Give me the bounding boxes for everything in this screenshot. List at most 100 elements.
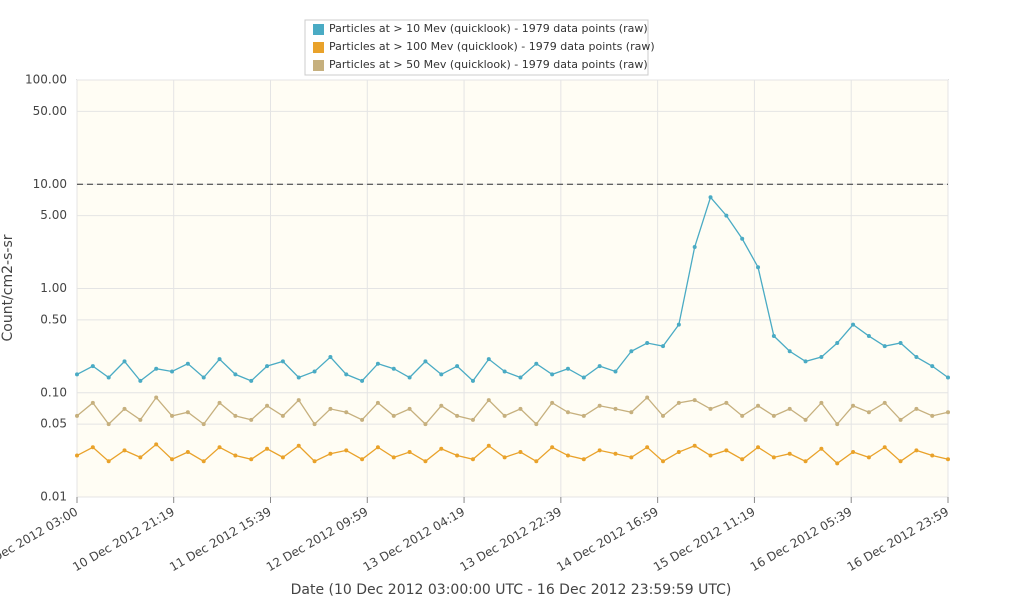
data-point: [502, 413, 507, 418]
data-point: [898, 341, 903, 346]
data-point: [455, 413, 460, 418]
x-axis-title: Date (10 Dec 2012 03:00:00 UTC - 16 Dec …: [291, 582, 732, 598]
data-point: [518, 450, 523, 455]
data-point: [946, 410, 950, 415]
data-point: [534, 422, 539, 427]
data-point: [565, 410, 570, 415]
data-point: [835, 422, 840, 427]
data-point: [724, 448, 729, 453]
data-point: [486, 398, 491, 403]
x-tick-label: 15 Dec 2012 11:19: [651, 505, 758, 575]
data-point: [866, 455, 871, 460]
data-point: [375, 445, 380, 450]
data-point: [249, 378, 254, 383]
data-point: [375, 400, 380, 405]
data-point: [645, 445, 650, 450]
data-point: [407, 375, 412, 380]
data-point: [486, 357, 491, 362]
data-point: [90, 445, 95, 450]
data-point: [946, 457, 950, 462]
y-tick-label: 1.00: [40, 281, 67, 295]
data-point: [249, 457, 254, 462]
data-point: [106, 459, 111, 464]
data-point: [581, 375, 586, 380]
legend-label: Particles at > 100 Mev (quicklook) - 197…: [329, 40, 655, 53]
data-point: [439, 403, 444, 408]
data-point: [122, 359, 127, 364]
data-point: [391, 413, 396, 418]
data-point: [645, 395, 650, 400]
data-point: [138, 378, 143, 383]
legend-label: Particles at > 10 Mev (quicklook) - 1979…: [329, 22, 648, 35]
legend-label: Particles at > 50 Mev (quicklook) - 1979…: [329, 58, 648, 71]
data-point: [898, 417, 903, 422]
data-point: [930, 453, 935, 458]
data-point: [360, 378, 365, 383]
data-point: [803, 417, 808, 422]
series-line: [76, 443, 949, 465]
data-point: [661, 459, 666, 464]
data-point: [106, 422, 111, 427]
data-point: [692, 398, 697, 403]
data-point: [518, 406, 523, 411]
data-point: [470, 417, 475, 422]
y-tick-label: 100.00: [25, 73, 67, 87]
data-point: [201, 459, 206, 464]
data-point: [756, 265, 761, 270]
data-point: [914, 406, 919, 411]
data-point: [360, 417, 365, 422]
series-line: [76, 195, 949, 382]
series-line: [76, 396, 949, 426]
x-tick-label: 16 Dec 2012 05:39: [748, 505, 855, 575]
data-point: [360, 457, 365, 462]
data-point: [914, 448, 919, 453]
data-point: [470, 457, 475, 462]
data-point: [550, 445, 555, 450]
data-point: [170, 413, 175, 418]
data-point: [75, 413, 79, 418]
data-point: [201, 422, 206, 427]
data-point: [676, 322, 681, 327]
data-point: [439, 446, 444, 451]
data-point: [565, 453, 570, 458]
data-point: [170, 369, 175, 374]
data-point: [280, 359, 285, 364]
data-point: [613, 406, 618, 411]
data-point: [930, 364, 935, 369]
data-point: [296, 398, 301, 403]
x-tick-label: 16 Dec 2012 23:59: [845, 505, 952, 575]
y-tick-label: 0.01: [40, 490, 67, 504]
data-point: [423, 359, 428, 364]
data-point: [819, 400, 824, 405]
data-point: [344, 372, 349, 377]
data-point: [803, 359, 808, 364]
data-point: [296, 375, 301, 380]
x-tick-label: 12 Dec 2012 09:59: [264, 505, 371, 575]
data-point: [740, 236, 745, 241]
data-point: [565, 366, 570, 371]
data-point: [106, 375, 111, 380]
data-point: [154, 395, 159, 400]
data-point: [724, 400, 729, 405]
data-point: [882, 400, 887, 405]
data-point: [851, 403, 856, 408]
data-point: [154, 442, 159, 447]
data-point: [866, 334, 871, 339]
data-point: [882, 344, 887, 349]
data-point: [676, 450, 681, 455]
data-point: [391, 455, 396, 460]
data-point: [217, 357, 222, 362]
data-point: [138, 417, 143, 422]
data-point: [851, 322, 856, 327]
data-point: [866, 410, 871, 415]
y-axis-title: Count/cm2-s-sr: [0, 234, 16, 341]
x-tick-label: 13 Dec 2012 04:19: [361, 505, 468, 575]
data-point: [597, 448, 602, 453]
data-point: [882, 445, 887, 450]
data-point: [201, 375, 206, 380]
legend-swatch: [313, 60, 324, 71]
data-point: [771, 334, 776, 339]
data-point: [534, 459, 539, 464]
data-point: [771, 413, 776, 418]
